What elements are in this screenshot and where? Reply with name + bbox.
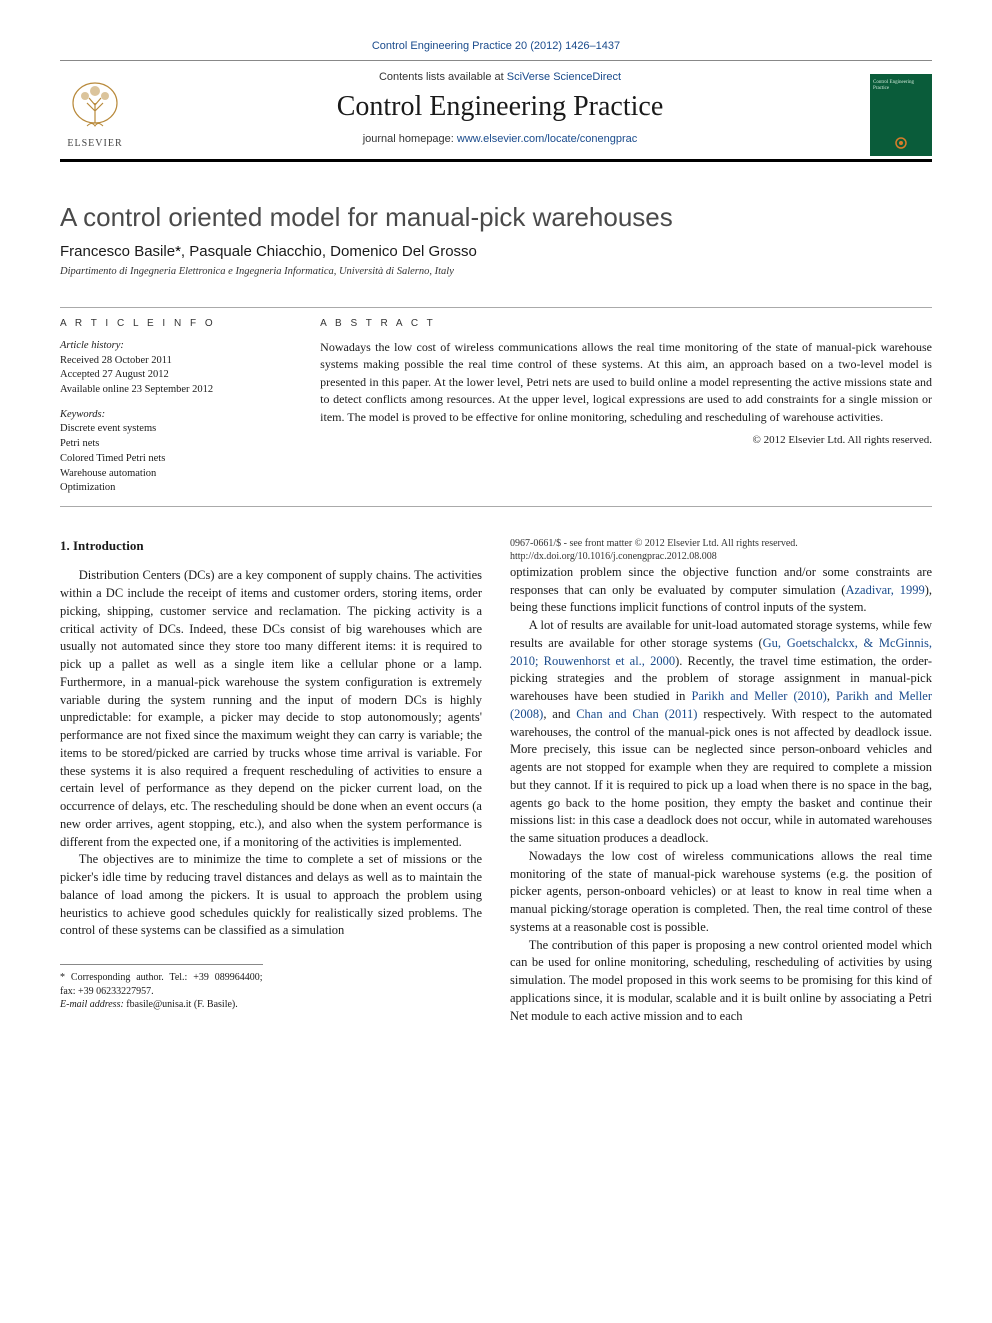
footer-meta: 0967-0661/$ - see front matter © 2012 El… [510,537,932,564]
corresp-phone-fax: * Corresponding author. Tel.: +39 089964… [60,971,263,998]
abstract-text: Nowadays the low cost of wireless commun… [320,339,932,426]
article-info-box: A R T I C L E I N F O Article history: R… [60,307,304,507]
p4-mid3: , and [543,707,576,721]
body-para-1: Distribution Centers (DCs) are a key com… [60,567,482,851]
homepage-label: journal homepage: [363,133,457,145]
citation-line: Control Engineering Practice 20 (2012) 1… [60,40,932,52]
keywords-label: Keywords: [60,408,292,423]
body-para-6: The contribution of this paper is propos… [510,937,932,1026]
ref-chan-chan-2011[interactable]: Chan and Chan (2011) [576,707,697,721]
keywords-list-text: Discrete event systems Petri nets Colore… [60,422,292,495]
received-date: Received 28 October 2011 [60,354,292,369]
p4-mid2: , [827,689,836,703]
contents-prefix: Contents lists available at [379,71,507,83]
cover-gear-icon [894,136,908,150]
abstract-copyright: © 2012 Elsevier Ltd. All rights reserved… [320,434,932,446]
journal-cover-thumbnail: Control Engineering Practice [870,74,932,156]
doi-line: http://dx.doi.org/10.1016/j.conengprac.2… [510,550,932,564]
ref-azadivar-1999[interactable]: Azadivar, 1999 [845,583,924,597]
corresp-asterisk: * [175,243,181,260]
info-abstract-row: A R T I C L E I N F O Article history: R… [60,307,932,507]
authors-line: Francesco Basile*, Pasquale Chiacchio, D… [60,243,932,260]
history-label: Article history: [60,339,292,354]
cover-title-text: Control Engineering Practice [873,80,929,91]
section-1-title: 1. Introduction [60,537,482,555]
sciencedirect-link[interactable]: SciVerse ScienceDirect [507,71,621,83]
affiliation: Dipartimento di Ingegneria Elettronica e… [60,266,932,277]
journal-homepage-link[interactable]: www.elsevier.com/locate/conengprac [457,133,637,145]
p4-post: respectively. With respect to the automa… [510,707,932,845]
publisher-logo: ELSEVIER [60,75,130,155]
article-history: Article history: Received 28 October 201… [60,339,292,398]
journal-header-center: Contents lists available at SciVerse Sci… [146,71,854,159]
email-label: E-mail address: [60,999,124,1010]
elsevier-tree-icon [65,81,125,136]
article-title: A control oriented model for manual-pick… [60,202,932,233]
publisher-name: ELSEVIER [67,138,122,149]
contents-available-line: Contents lists available at SciVerse Sci… [146,71,854,83]
corresponding-author-note: * Corresponding author. Tel.: +39 089964… [60,964,263,1012]
online-date: Available online 23 September 2012 [60,383,292,398]
keywords-block: Keywords: Discrete event systems Petri n… [60,408,292,496]
author-names: Francesco Basile*, Pasquale Chiacchio, D… [60,243,477,260]
body-para-5: Nowadays the low cost of wireless commun… [510,848,932,937]
body-para-2: The objectives are to minimize the time … [60,851,482,940]
accepted-date: Accepted 27 August 2012 [60,368,292,383]
journal-homepage-line: journal homepage: www.elsevier.com/locat… [146,133,854,145]
article-info-heading: A R T I C L E I N F O [60,318,292,329]
body-para-3: optimization problem since the objective… [510,564,932,617]
issn-line: 0967-0661/$ - see front matter © 2012 El… [510,537,932,551]
ref-parikh-meller-2010[interactable]: Parikh and Meller (2010) [691,689,826,703]
corresp-email: fbasile@unisa.it (F. Basile). [126,999,237,1010]
abstract-heading: A B S T R A C T [320,318,932,329]
journal-name: Control Engineering Practice [146,91,854,123]
body-para-4: A lot of results are available for unit-… [510,617,932,848]
abstract-box: A B S T R A C T Nowadays the low cost of… [304,307,932,507]
journal-header: ELSEVIER Contents lists available at Sci… [60,60,932,162]
body-two-column: 1. Introduction Distribution Centers (DC… [60,537,932,1028]
